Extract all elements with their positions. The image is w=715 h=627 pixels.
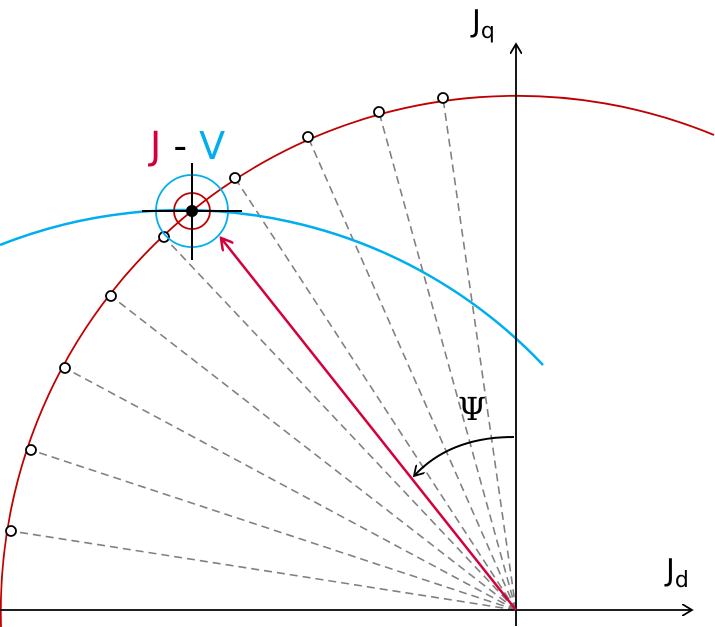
sample-point xyxy=(25,444,37,456)
dashed-line xyxy=(10,530,517,611)
sample-point xyxy=(302,131,314,143)
dashed-line xyxy=(110,295,517,611)
sample-point xyxy=(59,362,71,374)
dashed-lines xyxy=(10,97,517,611)
dashed-line xyxy=(442,97,517,611)
current-vector xyxy=(221,238,517,611)
sample-point xyxy=(105,290,117,302)
sample-point xyxy=(437,92,449,104)
sample-point xyxy=(229,172,241,184)
dashed-line xyxy=(30,449,517,611)
dashed-line xyxy=(64,367,517,611)
sample-point xyxy=(5,525,17,537)
sample-points xyxy=(5,92,449,537)
psi-label: Ψ xyxy=(458,390,487,428)
jd-label: Jd xyxy=(666,553,689,593)
dashed-line xyxy=(234,177,517,611)
dashed-line xyxy=(163,236,517,611)
dashed-line xyxy=(307,136,517,611)
jv-label: J - V xyxy=(150,124,226,168)
sample-point xyxy=(373,106,385,118)
jq-label: Jq xyxy=(472,4,495,44)
dashed-line xyxy=(378,111,517,611)
current-limit-circle xyxy=(0,94,715,627)
sample-point xyxy=(158,231,170,243)
voltage-limit-curve xyxy=(0,208,544,366)
psi-angle-arc xyxy=(414,436,515,476)
jv-target-marker xyxy=(142,163,242,260)
operating-point xyxy=(186,205,198,217)
